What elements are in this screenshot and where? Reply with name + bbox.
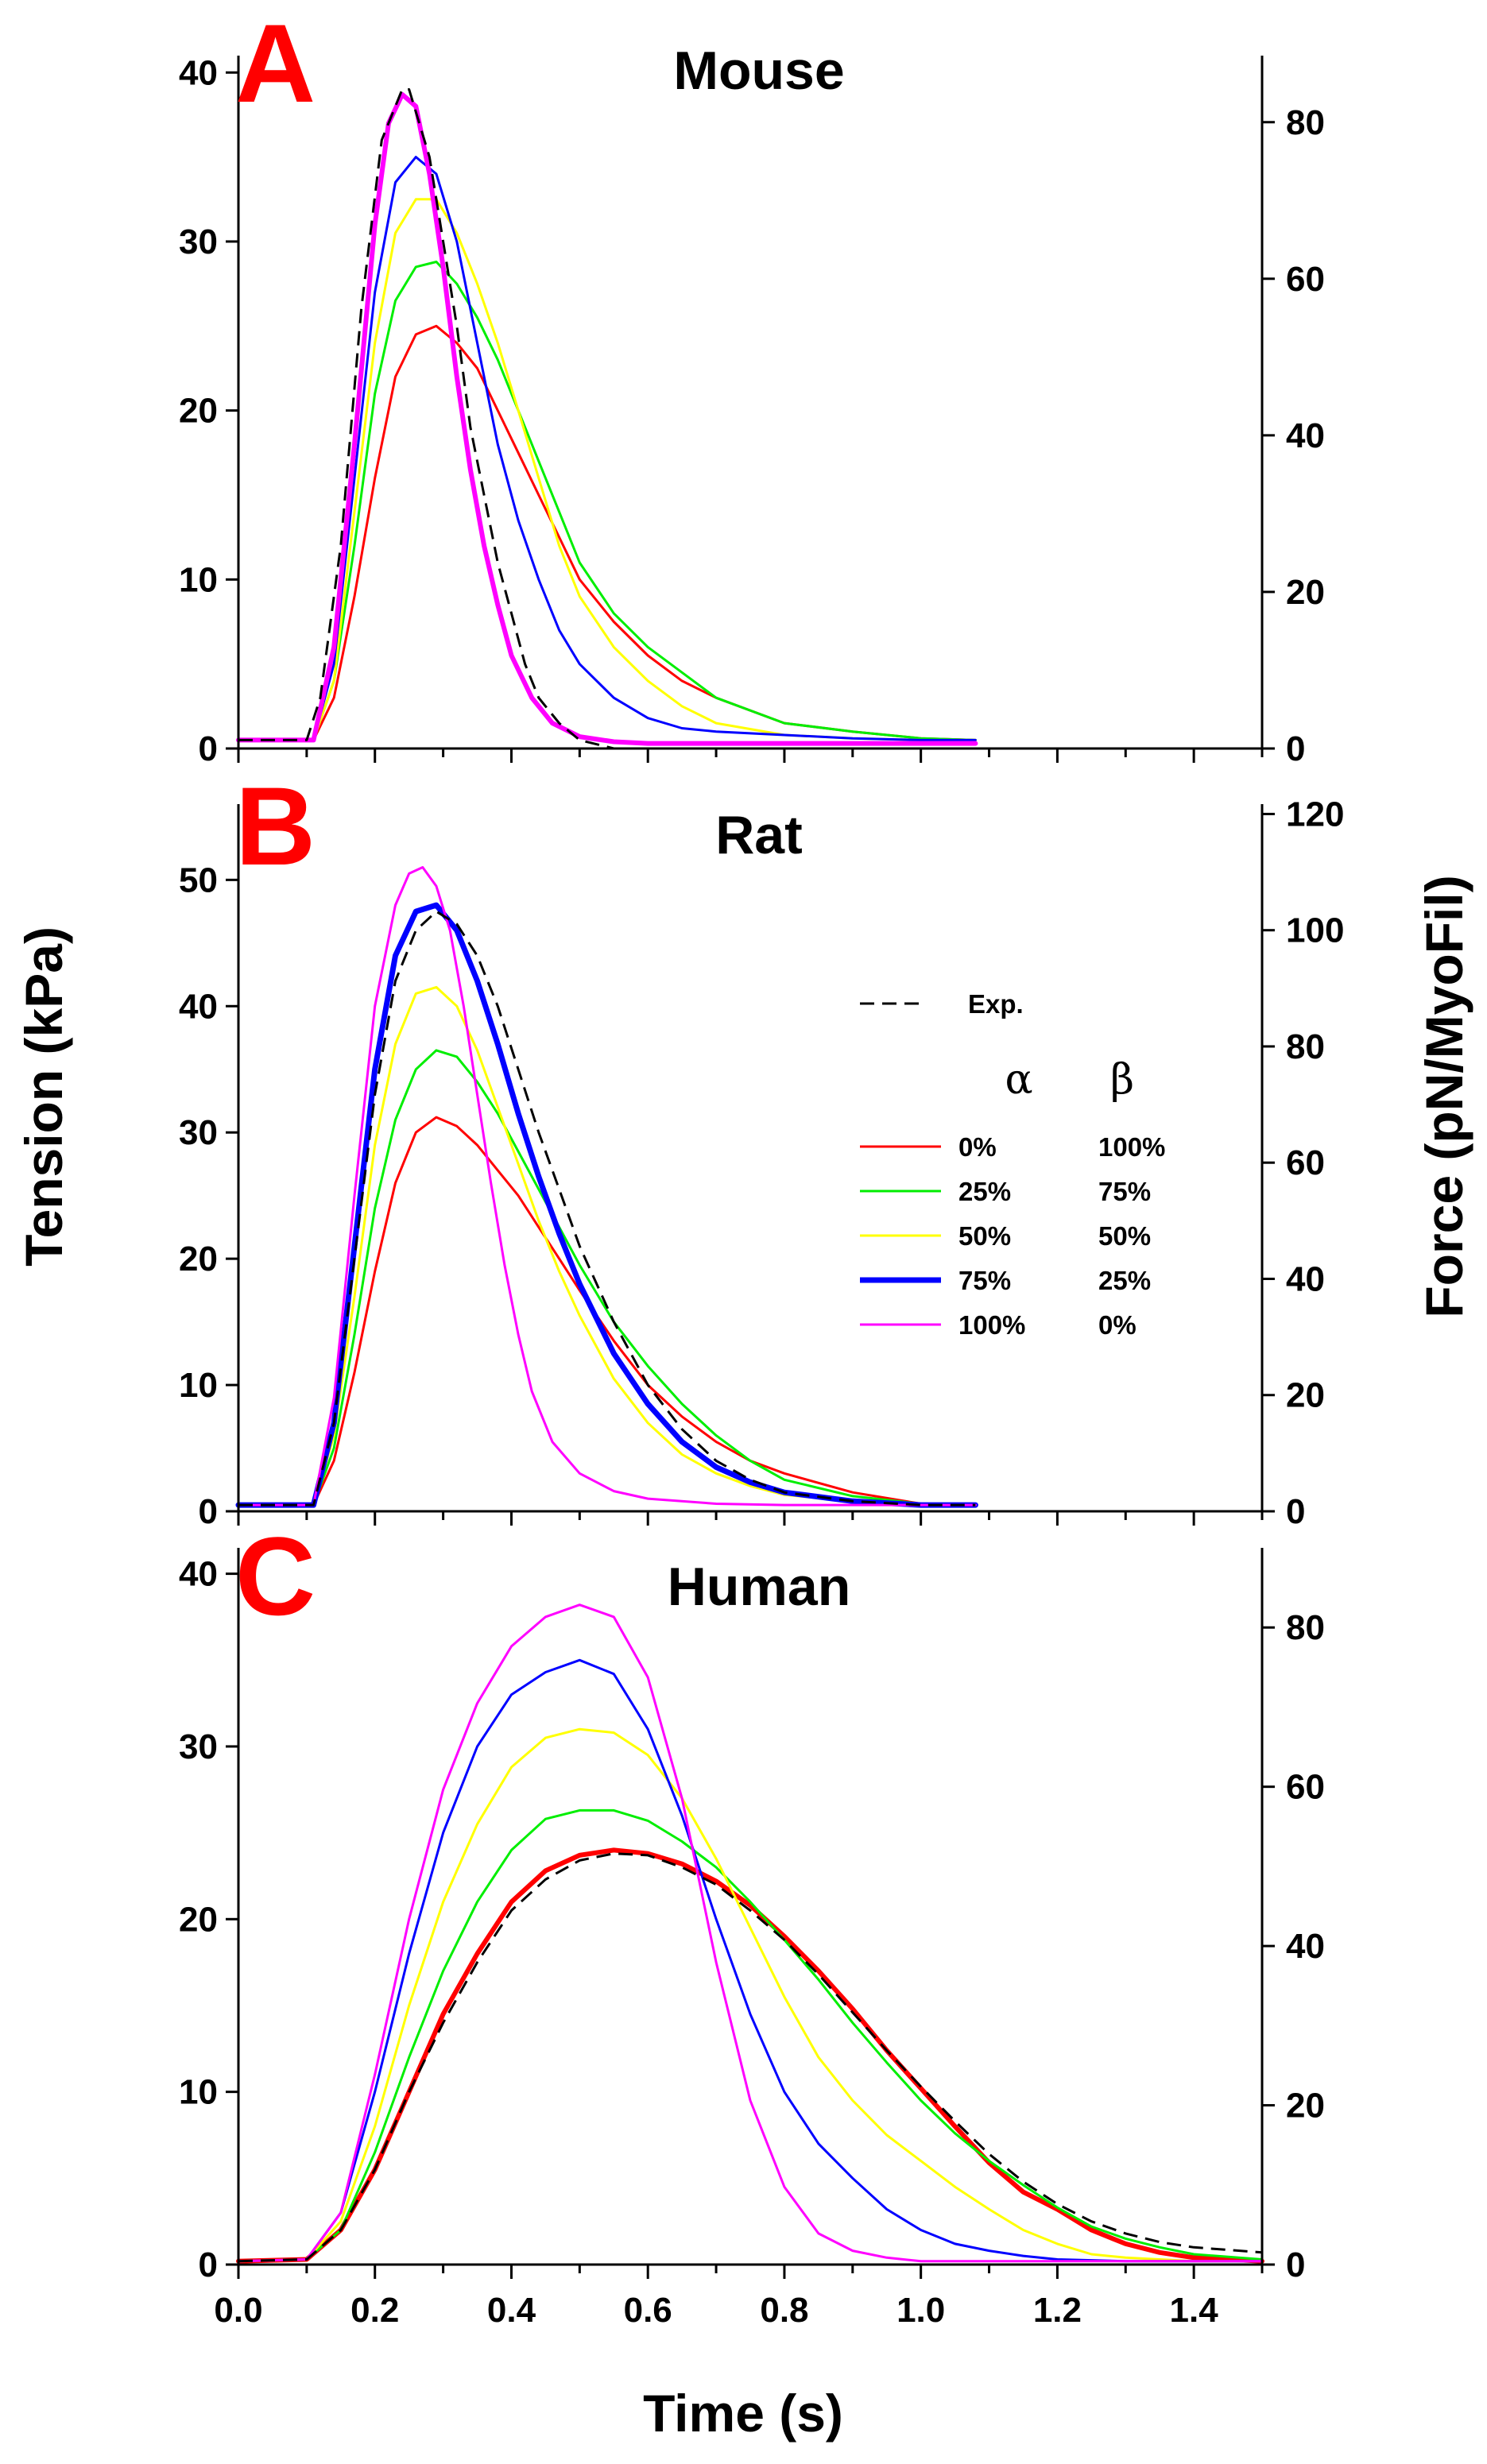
panel-a-letter: A [235,1,316,126]
panel-b-right-tick-label: 20 [1286,1376,1325,1415]
panel-b-series-exp [238,910,976,1507]
panel-c-series-50pct [237,1727,1264,2263]
panel-b: 0 10 20 30 40 50 0 20 40 60 80 100 120 B Rat Exp. α … [179,764,1344,1531]
panel-c-x-tick-label: 0.6 [624,2291,672,2330]
panel-c-x-tick-label: 0.2 [350,2291,399,2330]
panel-a-right-tick-label: 60 [1286,260,1325,299]
panel-c-right-tick-label: 0 [1286,2245,1305,2284]
panel-b-left-tick-label: 50 [179,861,218,899]
panel-c-left-tick-label: 30 [179,1727,218,1766]
legend-row-2-alpha: 50% [958,1221,1011,1251]
panel-b-right-tick-label: 0 [1286,1492,1305,1531]
panel-c-series-25pct [237,1808,1264,2263]
legend-exp-label: Exp. [968,989,1024,1019]
legend-row-4: 100% 0% [860,1310,1137,1340]
panel-b-right-tick-label: 40 [1286,1259,1325,1298]
panel-c-series-0pct [236,1847,1264,2264]
panel-c-left-tick-label: 0 [199,2245,218,2284]
legend-row-2-beta: 50% [1098,1221,1151,1251]
panel-c-series-100pct [237,1603,1264,2263]
panel-a-left-tick-label: 40 [179,53,218,92]
legend-beta-header: β [1110,1056,1134,1104]
panel-b-series-100pct [237,866,977,1507]
panel-c-left-tick-label: 40 [179,1555,218,1594]
panel-a-series-75pct [237,156,977,741]
panel-c-x-tick-label: 1.4 [1170,2291,1219,2330]
legend-row-1: 25% 75% [860,1177,1151,1206]
panel-c: 0 10 20 30 40 0 20 40 60 80 0.0 0.2 0.4 0.6 0.8 1.0 1.2 1… [179,1514,1325,2330]
panel-c-x-tick-label: 0.0 [214,2291,262,2330]
panel-a-right-tick-label: 0 [1286,729,1305,768]
panel-c-right-tick-label: 20 [1286,2087,1325,2126]
legend-row-0-alpha: 0% [958,1132,997,1162]
panel-b-left-tick-label: 30 [179,1113,218,1152]
panel-b-left-tick-label: 10 [179,1366,218,1405]
legend-row-1-beta: 75% [1098,1177,1151,1206]
panel-b-series-50pct [237,985,977,1507]
panel-b-series-75pct [235,902,978,1508]
panel-b-right-tick-label: 80 [1286,1027,1325,1066]
legend-row-0-beta: 100% [1098,1132,1165,1162]
panel-a-left-tick-label: 20 [179,392,218,431]
panel-c-letter: C [235,1514,316,1638]
panel-c-series-exp [238,1852,1263,2263]
panel-a-right-tick-label: 40 [1286,416,1325,455]
panel-b-series-25pct [237,1049,977,1507]
panel-a-right-tick-label: 80 [1286,103,1325,142]
panel-b-right-tick-label: 120 [1286,795,1344,834]
legend-row-3: 75% 25% [860,1266,1151,1295]
y-axis-right-title: Force (pN/MyoFil) [1415,875,1473,1317]
panel-b-right-tick-label: 60 [1286,1143,1325,1182]
panel-a-left-tick-label: 10 [179,560,218,599]
panel-c-series [236,1603,1264,2264]
panel-c-right-tick-label: 60 [1286,1768,1325,1807]
panel-c-series-75pct [237,1658,1264,2263]
panel-c-x-tick-label: 1.2 [1033,2291,1082,2330]
legend-row-4-beta: 0% [1098,1310,1137,1340]
panel-b-left-tick-label: 0 [199,1492,218,1531]
panel-b-title: Rat [715,805,803,865]
panel-a-series-exp [238,88,614,750]
legend-row-3-beta: 25% [1098,1266,1151,1295]
legend-row-4-alpha: 100% [958,1310,1025,1340]
panel-b-left-tick-label: 40 [179,987,218,1026]
panel-a: 0 10 20 30 40 0 20 40 60 80 A Mouse [179,1,1325,768]
y-axis-left-title: Tension (kPa) [14,926,73,1267]
panel-c-right-tick-label: 40 [1286,1927,1325,1966]
panel-a-axes: 0 10 20 30 40 0 20 40 60 80 [179,53,1325,768]
panel-a-title: Mouse [673,41,844,101]
panel-c-x-tick-label: 0.8 [760,2291,808,2330]
panel-a-left-tick-label: 30 [179,222,218,261]
panel-b-left-tick-label: 20 [179,1240,218,1278]
panel-b-series [235,866,978,1508]
legend-row-3-alpha: 75% [958,1266,1011,1295]
panel-a-left-tick-label: 0 [199,729,218,768]
legend-row-2: 50% 50% [860,1221,1151,1251]
panel-c-title: Human [668,1557,850,1617]
panel-c-x-tick-label: 1.0 [896,2291,945,2330]
panel-a-series [236,88,978,750]
panel-c-axes: 0 10 20 30 40 0 20 40 60 80 0.0 0.2 0.4 0.6 0.8 1.0 1.2 1… [179,1548,1325,2330]
panel-b-letter: B [235,764,316,888]
legend-row-1-alpha: 25% [958,1177,1011,1206]
panel-c-right-tick-label: 80 [1286,1608,1325,1647]
x-axis-title: Time (s) [643,2384,843,2443]
panel-c-left-tick-label: 20 [179,1900,218,1939]
legend-row-0: 0% 100% [860,1132,1165,1162]
panel-a-series-50pct [237,198,977,741]
legend-alpha-header: α [1005,1056,1032,1104]
panel-b-right-tick-label: 100 [1286,911,1344,950]
panel-c-x-tick-label: 0.4 [487,2291,536,2330]
panel-b-axes: 0 10 20 30 40 50 0 20 40 60 80 100 120 [179,795,1344,1531]
panel-c-left-tick-label: 10 [179,2073,218,2112]
legend: Exp. α β 0% 100% 25% 75% 50% 50% 75% 2 [860,989,1165,1340]
panel-a-right-tick-label: 20 [1286,573,1325,612]
panel-a-series-100pct [236,91,978,746]
